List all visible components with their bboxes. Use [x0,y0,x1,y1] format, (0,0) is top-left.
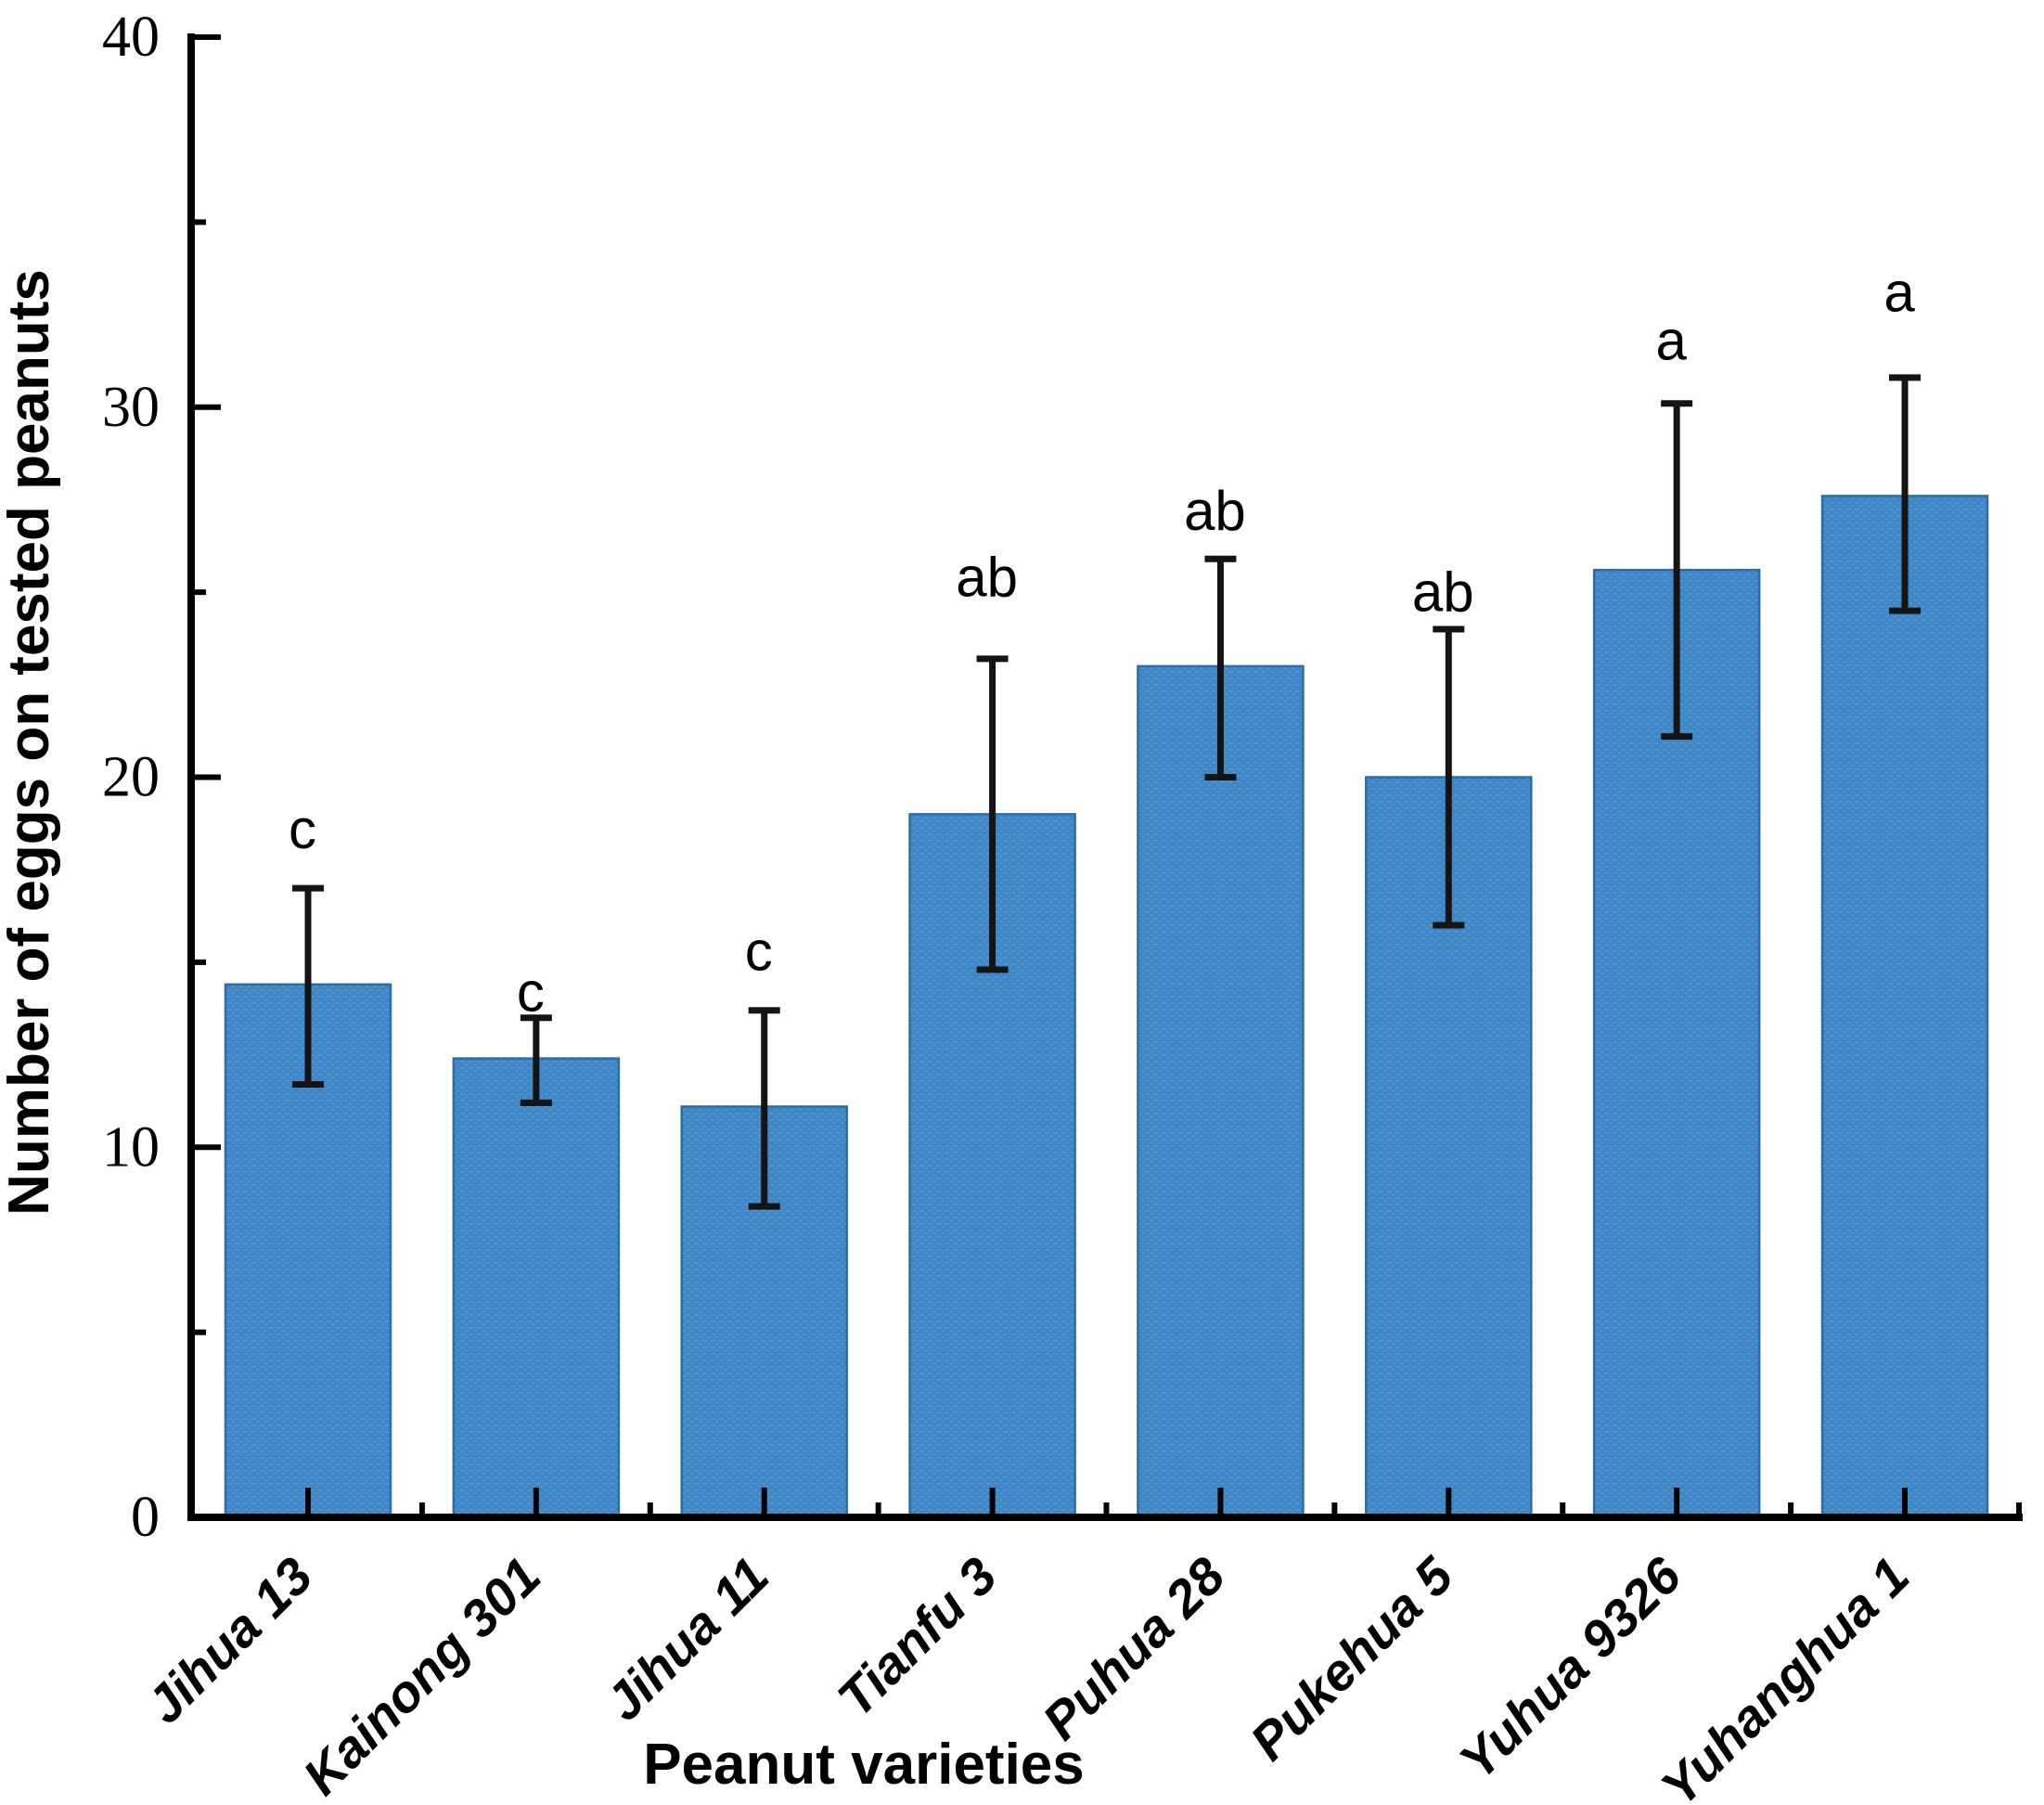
significance-letter: a [1883,262,1915,324]
x-tick-label: Kainong 301 [291,1546,551,1805]
significance-letter: c [517,961,545,1023]
significance-letter: c [289,798,316,860]
significance-letter: c [745,920,773,982]
significance-letter: ab [956,547,1018,609]
x-tick-label: Jihua 11 [594,1546,779,1732]
bar [1137,664,1305,1519]
x-tick-label: Puhua 28 [1031,1545,1236,1750]
significance-letter: ab [1184,480,1246,542]
significance-letter: a [1655,309,1687,371]
x-axis-title: Peanut varieties [643,1733,1085,1797]
bar [1820,495,1989,1519]
x-tick-label: Tianfu 3 [826,1546,1008,1728]
y-tick-label: 30 [102,376,160,439]
significance-letter: ab [1412,561,1474,624]
bar [452,1057,621,1519]
y-tick-label: 40 [102,6,160,69]
x-tick-label: Yuhua 9326 [1447,1545,1692,1790]
x-tick-label: Jihua 13 [135,1546,323,1734]
x-tick-label: Yuhanghua 1 [1650,1546,1921,1805]
y-tick-label: 0 [131,1486,160,1549]
y-tick-label: 20 [102,746,160,809]
x-tick-label: Pukehua 5 [1239,1545,1464,1771]
y-axis-title: Number of eggs on tested peanuts [0,269,61,1216]
y-tick-label: 10 [102,1115,160,1179]
